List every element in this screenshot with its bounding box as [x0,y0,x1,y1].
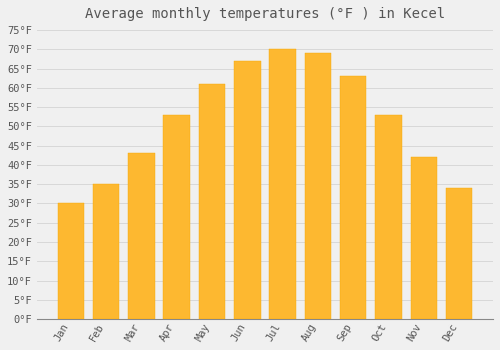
Title: Average monthly temperatures (°F ) in Kecel: Average monthly temperatures (°F ) in Ke… [85,7,445,21]
Bar [58,203,84,319]
Bar [198,84,225,319]
Bar [446,188,472,319]
Bar [234,61,260,319]
Bar [304,53,331,319]
Bar [270,49,296,319]
Bar [93,184,120,319]
Bar [164,115,190,319]
Bar [128,153,154,319]
Bar [375,115,402,319]
Bar [410,157,437,319]
Bar [340,76,366,319]
